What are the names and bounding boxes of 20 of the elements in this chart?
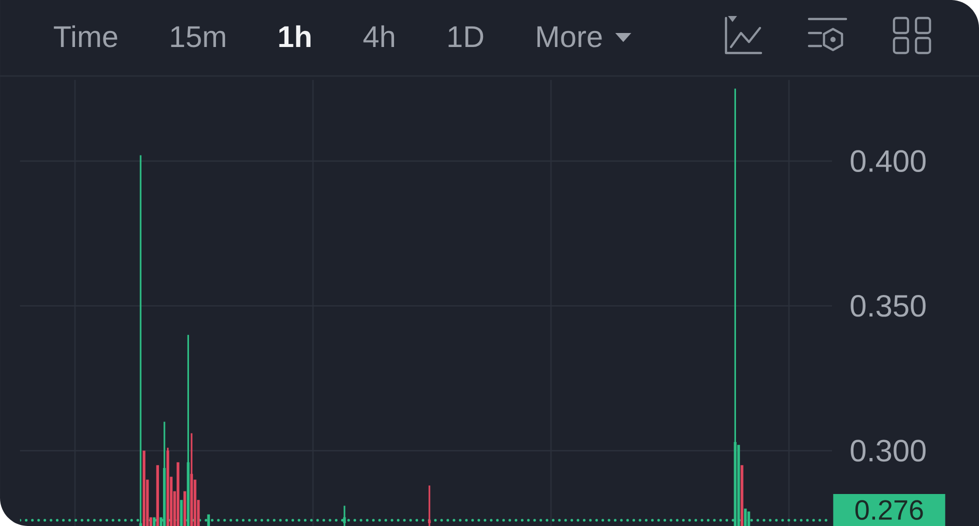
- candlestick: [183, 491, 186, 526]
- y-tick-label: 0.300: [850, 440, 926, 462]
- text: 1h: [279, 25, 310, 47]
- candlestick: [190, 433, 193, 526]
- text: 4h: [363, 25, 394, 47]
- y-tick-label: 0.350: [850, 294, 926, 317]
- candlestick: [156, 465, 159, 526]
- y-tick-label: 0.400: [850, 150, 926, 172]
- ref-line-label: 0.276: [855, 500, 923, 520]
- text: More: [537, 26, 602, 48]
- text: Time: [54, 25, 118, 48]
- candlestick: [142, 450, 146, 526]
- candlestick: [180, 500, 183, 526]
- text: 15m: [171, 26, 226, 48]
- candlestick: [428, 485, 431, 526]
- candlestick: [176, 462, 180, 526]
- candlestick: [744, 508, 747, 526]
- candlestick: [166, 448, 170, 526]
- candlestick: [740, 465, 744, 526]
- text: 1D: [448, 26, 484, 47]
